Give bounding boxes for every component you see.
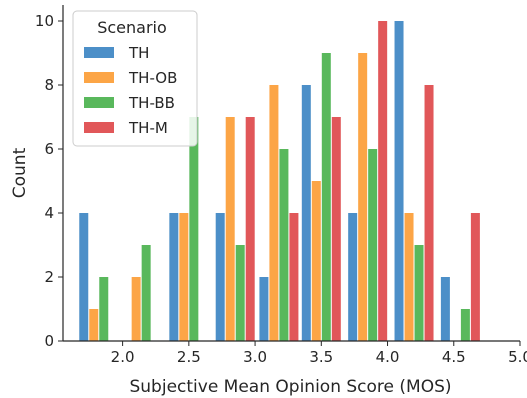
x-tick-label: 2.5: [177, 348, 201, 366]
bar-th-bin-7: [348, 213, 358, 341]
x-tick-label: 2.0: [111, 348, 135, 366]
bar-th-bb-bin-1: [99, 277, 109, 341]
bar-th-bin-4: [215, 213, 225, 341]
bar-th-ob-bin-6: [311, 181, 321, 341]
bar-th-m-bin-7: [378, 21, 388, 341]
bar-th-m-bin-8: [424, 85, 434, 341]
bar-th-bb-bin-8: [414, 245, 424, 341]
bars: [79, 21, 480, 341]
legend-swatch-th-ob: [84, 72, 114, 83]
legend-label-th-bb: TH-BB: [128, 94, 175, 112]
bar-th-m-bin-5: [289, 213, 299, 341]
x-ticks: 2.0 2.5 3.0 3.5 4.0 4.5 5.0: [111, 341, 527, 366]
x-tick-label: 3.0: [243, 348, 267, 366]
bar-th-bb-bin-3: [189, 117, 199, 341]
bar-th-ob-bin-8: [404, 213, 414, 341]
bar-th-ob-bin-2: [131, 277, 141, 341]
bar-th-ob-bin-4: [225, 117, 235, 341]
y-tick-label: 10: [35, 12, 54, 30]
bar-th-bin-5: [259, 277, 269, 341]
bar-th-bb-bin-2: [141, 245, 151, 341]
legend-items: TH TH-OB TH-BB TH-M: [84, 44, 177, 137]
bar-th-ob-bin-7: [358, 53, 368, 341]
bar-th-bin-1: [79, 213, 89, 341]
bar-th-m-bin-6: [331, 117, 341, 341]
legend-title: Scenario: [97, 18, 167, 37]
x-tick-label: 5.0: [508, 348, 527, 366]
legend-label-th-ob: TH-OB: [128, 69, 177, 87]
bar-th-bb-bin-6: [321, 53, 331, 341]
x-tick-label: 3.5: [309, 348, 333, 366]
y-tick-label: 4: [44, 204, 54, 222]
bar-th-bin-8: [394, 21, 404, 341]
x-tick-label: 4.0: [376, 348, 400, 366]
x-tick-label: 4.5: [442, 348, 466, 366]
y-tick-label: 0: [44, 332, 54, 350]
y-axis-label: Count: [10, 147, 30, 198]
y-tick-label: 2: [44, 268, 54, 286]
y-ticks: 0 2 4 6 8 10: [35, 12, 63, 350]
legend-frame: [72, 10, 198, 147]
legend-swatch-th-m: [84, 122, 114, 133]
bar-th-bb-bin-7: [368, 149, 378, 341]
bar-th-bin-6: [301, 85, 311, 341]
x-axis-label: Subjective Mean Opinion Score (MOS): [129, 377, 451, 397]
bar-th-bb-bin-5: [279, 149, 289, 341]
legend-swatch-th: [84, 47, 114, 58]
bar-th-ob-bin-3: [179, 213, 189, 341]
bar-th-ob-bin-1: [89, 309, 99, 341]
legend-swatch-th-bb: [84, 97, 114, 108]
bar-th-bin-3: [169, 213, 179, 341]
axes: [62, 5, 520, 342]
bar-th-m-bin-9: [470, 213, 480, 341]
legend: Scenario TH TH-OB TH-BB TH-M: [72, 10, 198, 147]
bar-th-bb-bin-9: [460, 309, 470, 341]
bar-th-bin-9: [440, 277, 450, 341]
bar-th-m-bin-4: [245, 117, 255, 341]
bar-th-bb-bin-4: [235, 245, 245, 341]
y-tick-label: 8: [44, 76, 54, 94]
legend-label-th-m: TH-M: [128, 119, 168, 137]
bar-th-ob-bin-5: [269, 85, 279, 341]
legend-label-th: TH: [128, 44, 149, 62]
y-tick-label: 6: [44, 140, 54, 158]
